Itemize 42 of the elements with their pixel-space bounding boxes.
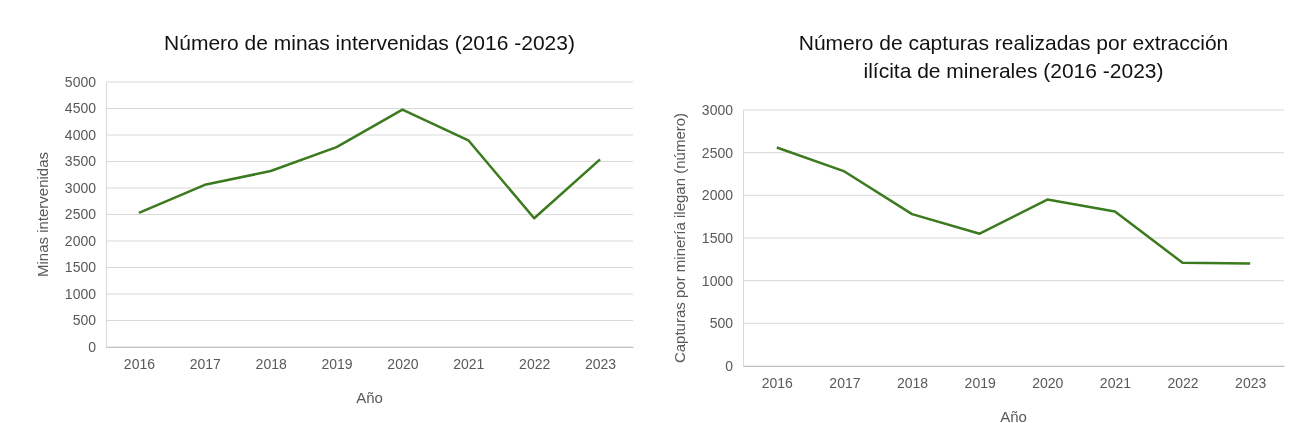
x-tick-label: 2023 bbox=[584, 355, 617, 372]
y-tick-label: 2000 bbox=[64, 232, 97, 249]
x-tick-label: 2018 bbox=[896, 374, 929, 391]
x-tick-label: 2020 bbox=[387, 355, 419, 372]
x-tick-label: 2021 bbox=[453, 355, 485, 372]
y-tick-label: 3000 bbox=[701, 101, 734, 118]
y-tick-label: 2500 bbox=[701, 144, 734, 161]
y-tick-label: 5000 bbox=[64, 73, 97, 90]
chart-title: Número de capturas realizadas por extracción ilícita de minerales (2016 -2023) bbox=[798, 31, 1229, 82]
line-series bbox=[137, 108, 602, 220]
y-tick-label: 0 bbox=[725, 357, 734, 374]
x-tick-label: 2017 bbox=[189, 355, 222, 372]
y-tick-label: 4000 bbox=[64, 126, 97, 143]
x-tick-label: 2017 bbox=[829, 374, 861, 391]
y-tick-label: 1000 bbox=[64, 285, 97, 302]
y-tick-label: 1000 bbox=[701, 272, 734, 289]
x-tick-label: 2019 bbox=[321, 355, 353, 372]
x-tick-label: 2022 bbox=[1167, 374, 1199, 391]
chart-title: Número de minas intervenidas (2016 -2023) bbox=[164, 31, 575, 54]
x-axis-title: Año bbox=[356, 389, 383, 406]
y-tick-label: 500 bbox=[72, 312, 97, 329]
line-series bbox=[775, 146, 1252, 265]
y-tick-label: 1500 bbox=[701, 229, 734, 246]
x-tick-label: 2022 bbox=[519, 355, 551, 372]
y-tick-label: 500 bbox=[709, 315, 734, 332]
y-axis-title: Minas intervenidas bbox=[34, 151, 51, 278]
x-tick-label: 2018 bbox=[255, 355, 287, 372]
y-tick-label: 3000 bbox=[64, 179, 97, 196]
x-tick-label: 2021 bbox=[1099, 374, 1132, 391]
x-tick-label: 2023 bbox=[1235, 374, 1267, 391]
x-axis-title: Año bbox=[1000, 408, 1027, 423]
y-tick-label: 4500 bbox=[64, 100, 97, 117]
x-tick-label: 2019 bbox=[964, 374, 996, 391]
y-tick-label: 1500 bbox=[64, 259, 97, 276]
x-tick-label: 2020 bbox=[1032, 374, 1064, 391]
x-tick-label: 2016 bbox=[761, 374, 794, 391]
y-tick-label: 3500 bbox=[64, 153, 97, 170]
x-tick-label: 2016 bbox=[123, 355, 156, 372]
y-axis-title: Capturas por minería ilegan (número) bbox=[671, 112, 688, 364]
y-tick-label: 2000 bbox=[701, 187, 734, 204]
y-tick-label: 0 bbox=[88, 338, 97, 355]
y-tick-label: 2500 bbox=[64, 206, 97, 223]
